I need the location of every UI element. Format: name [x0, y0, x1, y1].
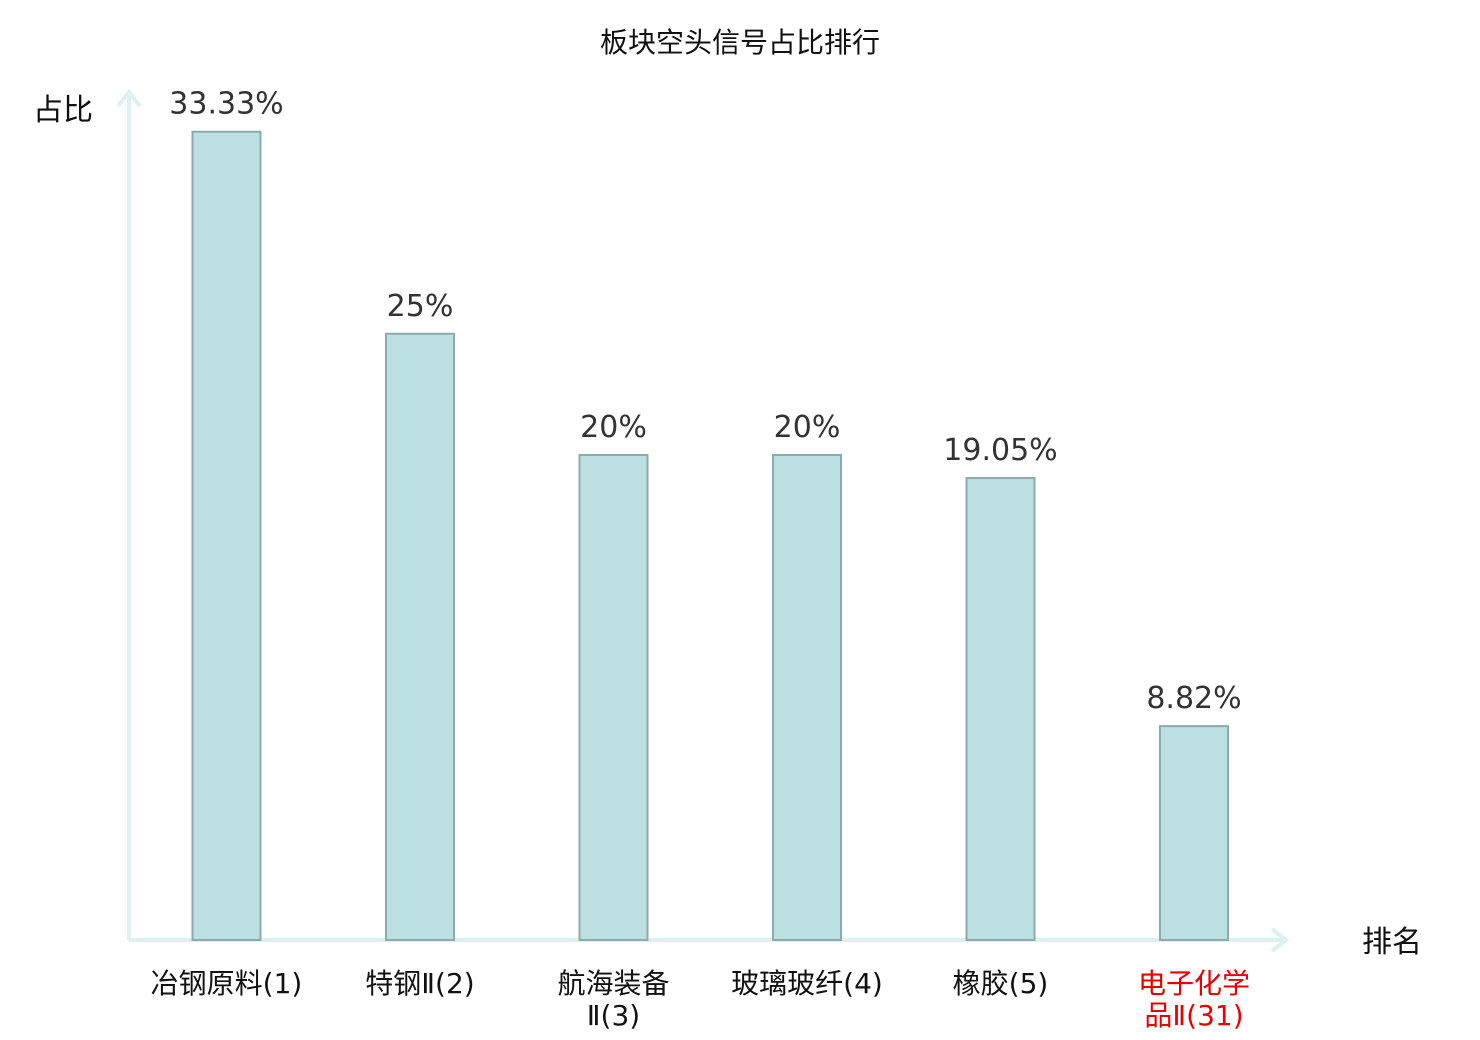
category-label-4: 玻璃玻纤(4) — [731, 967, 883, 1000]
y-axis-label: 占比 — [33, 93, 93, 128]
bar-2 — [385, 332, 455, 941]
value-labels-group: 33.33% 25% 20% 20% 19.05% 8.82% — [169, 87, 1241, 716]
category-label-5: 橡胶(5) — [953, 967, 1049, 1000]
value-label-5: 19.05% — [943, 433, 1057, 468]
value-label-4: 20% — [774, 410, 841, 445]
chart-title: 板块空头信号占比排行 — [600, 26, 880, 59]
bars-group — [191, 130, 1229, 941]
category-label-1: 冶钢原料(1) — [151, 967, 303, 1000]
category-label-3-line-2: Ⅱ(3) — [587, 999, 640, 1032]
bar-1 — [191, 130, 262, 941]
x-axis-label: 排名 — [1362, 925, 1422, 960]
bar-4 — [772, 454, 842, 941]
bar-3 — [578, 454, 649, 941]
value-label-6: 8.82% — [1146, 681, 1241, 716]
category-label-6-line-2: 品Ⅱ(31) — [1144, 999, 1243, 1032]
category-label-6-line-1: 电子化学 — [1138, 967, 1250, 1000]
category-label-2: 特钢Ⅱ(2) — [365, 967, 474, 1000]
bar-5 — [965, 477, 1036, 941]
x-axis — [129, 927, 1290, 953]
y-axis — [116, 88, 142, 940]
value-label-2: 25% — [387, 289, 454, 324]
category-label-3-line-1: 航海装备 — [557, 967, 669, 1000]
bar-6 — [1159, 725, 1229, 941]
value-label-3: 20% — [580, 410, 647, 445]
value-label-1: 33.33% — [169, 87, 283, 122]
